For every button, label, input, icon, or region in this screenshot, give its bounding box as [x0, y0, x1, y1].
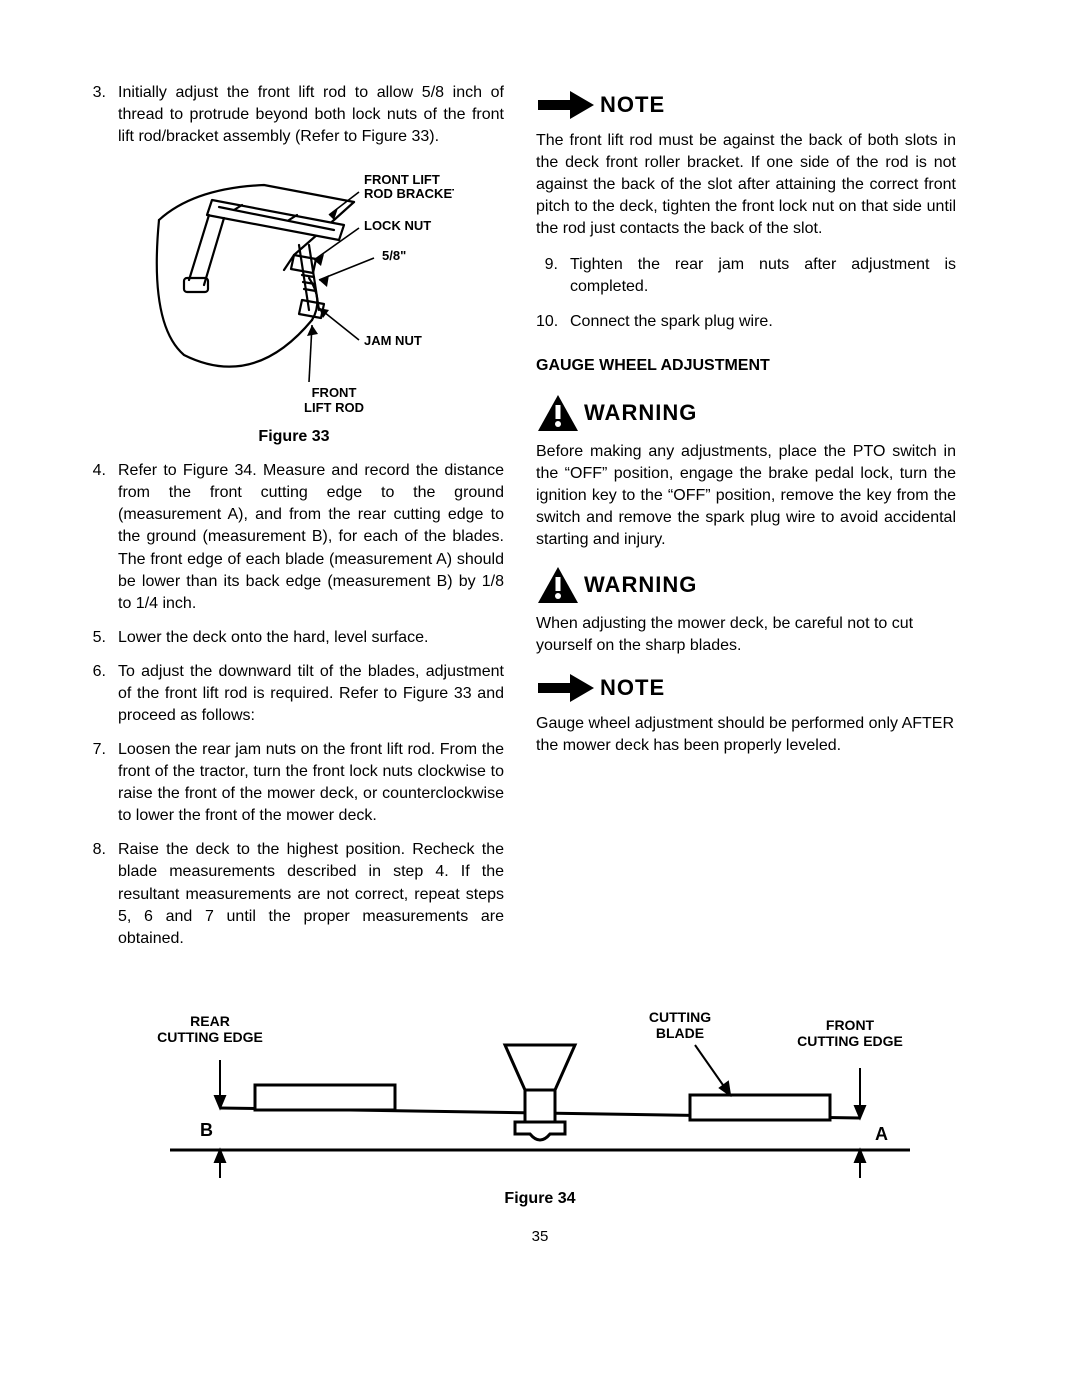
step-number: 10. [536, 311, 570, 333]
step-text: Initially adjust the front lift rod to a… [118, 82, 504, 148]
arrow-note-icon [536, 88, 596, 122]
step-number: 6. [84, 661, 118, 727]
note-2-text: Gauge wheel adjustment should be perform… [536, 713, 956, 757]
note-1-text: The front lift rod must be against the b… [536, 130, 956, 240]
step-text: Connect the spark plug wire. [570, 311, 956, 333]
step-number: 9. [536, 254, 570, 298]
fig34-blade-label2: BLADE [656, 1025, 704, 1041]
step-8: 8. Raise the deck to the highest positio… [84, 839, 504, 949]
right-column: NOTE The front lift rod must be against … [536, 82, 956, 962]
step-5: 5. Lower the deck onto the hard, level s… [84, 627, 504, 649]
step-4: 4. Refer to Figure 34. Measure and recor… [84, 460, 504, 615]
warning-triangle-icon [536, 565, 580, 605]
step-number: 4. [84, 460, 118, 615]
step-7: 7. Loosen the rear jam nuts on the front… [84, 739, 504, 827]
arrow-note-icon [536, 671, 596, 705]
step-number: 8. [84, 839, 118, 949]
step-number: 7. [84, 739, 118, 827]
step-number: 5. [84, 627, 118, 649]
note-label: NOTE [600, 675, 665, 701]
warning-1-text: Before making any adjustments, place the… [536, 441, 956, 551]
warning-callout-1: WARNING [536, 393, 956, 433]
fig33-label-jamnut: JAM NUT [364, 333, 422, 348]
step-10: 10. Connect the spark plug wire. [536, 311, 956, 333]
step-9: 9. Tighten the rear jam nuts after adjus… [536, 254, 956, 298]
figure-33-caption: Figure 33 [84, 428, 504, 446]
step-number: 3. [84, 82, 118, 148]
note-callout-2: NOTE [536, 671, 956, 705]
figure-33-diagram: FRONT LIFT ROD BRACKET LOCK NUT 5/8" JAM… [134, 160, 454, 420]
fig33-label-locknut: LOCK NUT [364, 218, 431, 233]
warning-callout-2: WARNING [536, 565, 956, 605]
fig34-front-label2: CUTTING EDGE [797, 1033, 903, 1049]
fig34-rear-label2: CUTTING EDGE [157, 1029, 263, 1045]
left-column: 3. Initially adjust the front lift rod t… [84, 82, 504, 962]
fig33-label-rod1: FRONT [312, 385, 357, 400]
step-text: Lower the deck onto the hard, level surf… [118, 627, 504, 649]
step-text: Refer to Figure 34. Measure and record t… [118, 460, 504, 615]
fig33-label-bracket2: ROD BRACKET [364, 186, 454, 201]
step-text: To adjust the downward tilt of the blade… [118, 661, 504, 727]
step-6: 6. To adjust the downward tilt of the bl… [84, 661, 504, 727]
step-text: Tighten the rear jam nuts after adjustme… [570, 254, 956, 298]
figure-34-diagram: REAR CUTTING EDGE CUTTING BLADE FRONT CU… [110, 990, 970, 1190]
page-number: 35 [84, 1228, 996, 1245]
fig34-label-a: A [875, 1124, 888, 1144]
fig34-rear-label1: REAR [190, 1013, 230, 1029]
fig34-front-label1: FRONT [826, 1017, 875, 1033]
gauge-wheel-heading: GAUGE WHEEL ADJUSTMENT [536, 357, 956, 375]
fig34-label-b: B [200, 1120, 213, 1140]
fig33-label-measure: 5/8" [382, 248, 406, 263]
figure-34-wrap: REAR CUTTING EDGE CUTTING BLADE FRONT CU… [84, 990, 996, 1208]
fig34-blade-label1: CUTTING [649, 1009, 711, 1025]
step-3: 3. Initially adjust the front lift rod t… [84, 82, 504, 148]
fig33-label-rod2: LIFT ROD [304, 400, 364, 415]
warning-triangle-icon [536, 393, 580, 433]
warning-label: WARNING [584, 572, 697, 598]
warning-label: WARNING [584, 400, 697, 426]
warning-2-text: When adjusting the mower deck, be carefu… [536, 613, 956, 657]
two-column-layout: 3. Initially adjust the front lift rod t… [84, 82, 996, 962]
fig33-label-bracket1: FRONT LIFT [364, 172, 440, 187]
step-text: Loosen the rear jam nuts on the front li… [118, 739, 504, 827]
note-label: NOTE [600, 92, 665, 118]
page: 3. Initially adjust the front lift rod t… [0, 0, 1080, 1397]
figure-34-caption: Figure 34 [84, 1190, 996, 1208]
note-callout-1: NOTE [536, 88, 956, 122]
step-text: Raise the deck to the highest position. … [118, 839, 504, 949]
